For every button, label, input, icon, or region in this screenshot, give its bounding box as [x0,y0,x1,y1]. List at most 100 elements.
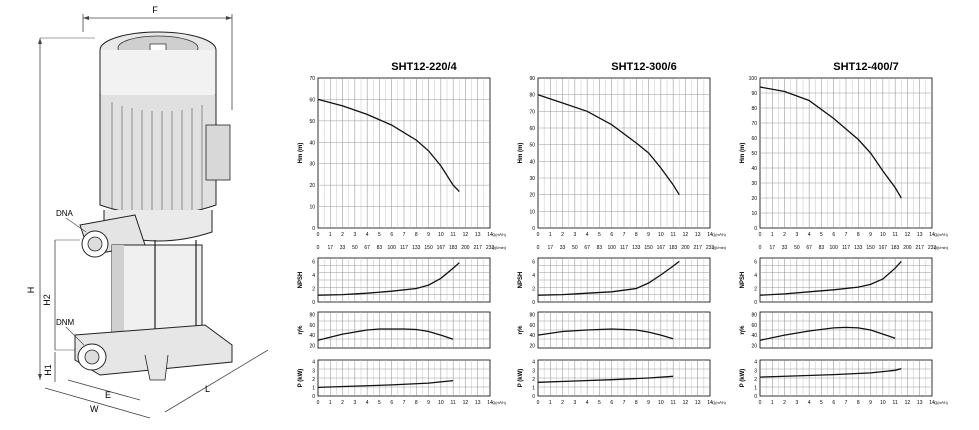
x-tick-label: 0 [759,232,762,238]
y-tick-label: 2 [532,286,535,292]
head-axis-label: Hm (m) [740,143,746,164]
y-tick-label: 0 [754,226,757,232]
x-tick-label: 3 [353,232,356,238]
x-tick-label: 8 [415,232,418,238]
dim-label-e: E [105,390,111,400]
head-curve [537,94,680,196]
dimension-l: L [164,349,269,413]
x-tick-label-lmin: 0 [537,245,540,251]
x-tick-label-lmin: 133 [854,245,863,251]
x-tick-label-lmin: 183 [891,245,900,251]
x-tick-label-lmin: 150 [424,245,433,251]
x-tick-label-lmin: 217 [694,245,703,251]
x-tick-label: 7 [845,232,848,238]
x-tick-label: 4 [808,232,811,238]
x-tick-label-lmin: 17 [328,245,334,251]
x-tick-label: 14 [487,400,493,406]
y-tick-label: 10 [529,209,535,215]
x-tick-label: 11 [451,232,456,238]
x-tick-label-lmin: 33 [340,245,346,251]
y-tick-label: 0 [312,300,315,306]
eff-curve [537,328,674,340]
y-tick-label: 6 [532,259,535,265]
x-tick-label: 4 [808,400,811,406]
y-tick-label: 40 [529,159,535,165]
x-tick-label: 6 [390,400,393,406]
x-tick-label-lmin: 183 [449,245,458,251]
dim-label-h1: H1 [43,364,53,376]
x-axis-label: Q(m³/h) [934,400,948,405]
y-tick-label: 2 [754,286,757,292]
x-tick-label: 9 [647,400,650,406]
y-tick-label: 60 [529,126,535,132]
y-tick-label: 6 [312,259,315,265]
eff-curve [317,328,454,341]
y-tick-label: 50 [751,151,757,157]
x-tick-label-lmin: 200 [461,245,470,251]
y-tick-label: 30 [309,162,315,168]
x-tick-label: 5 [378,400,381,406]
dimension-w: W [44,387,151,419]
x-tick-label-lmin: 100 [830,245,839,251]
y-tick-label: 3 [312,368,315,374]
x-tick-label-lmin: 50 [352,245,358,251]
x-tick-label: 4 [366,232,369,238]
x-tick-label: 6 [390,232,393,238]
eff-panel: 20 40 60 80 η% [740,311,933,349]
x-tick-label: 4 [366,400,369,406]
eff-axis-label: η% [740,325,746,335]
y-tick-label: 80 [529,93,535,99]
npsh-curve [759,260,902,296]
dimension-h2: H2 [42,239,80,351]
x-tick-label: 0 [537,400,540,406]
x-tick-label: 5 [598,232,601,238]
x-tick-label: 11 [451,400,456,406]
eff-axis-label: η% [518,325,524,335]
x-tick-label: 1 [771,232,774,238]
npsh-panel: 0 2 4 6 NPSH [298,257,491,306]
x-tick-label: 10 [880,232,886,238]
x-tick-label-lmin: 167 [437,245,446,251]
y-tick-label: 1 [532,385,535,391]
x-tick-label: 10 [880,400,886,406]
y-tick-label: 80 [309,313,315,319]
y-tick-label: 40 [529,333,535,339]
y-tick-label: 0 [532,394,535,400]
power-axis-label: P (kW) [518,369,524,388]
eff-axis-label: η% [298,325,304,335]
npsh-panel: 0 2 4 6 NPSH [740,257,933,306]
dim-label-w: W [90,404,99,414]
y-tick-label: 20 [751,196,757,202]
x-tick-label: 2 [341,232,344,238]
x-tick-label: 11 [671,400,676,406]
x-tick-label: 14 [929,400,935,406]
y-tick-label: 70 [751,121,757,127]
x-tick-label: 8 [415,400,418,406]
y-tick-label: 60 [751,323,757,329]
x-tick-label: 0 [317,232,320,238]
x-tick-label: 11 [893,232,898,238]
npsh-panel: 0 2 4 6 NPSH [518,257,711,306]
x-tick-label-lmin: 67 [806,245,812,251]
x-axis-label-lmin: Q(l/min) [712,245,727,250]
y-tick-label: 60 [309,97,315,103]
y-tick-label: 4 [754,360,757,366]
y-tick-label: 4 [754,273,757,279]
x-tick-label: 3 [795,232,798,238]
x-tick-label-lmin: 50 [794,245,800,251]
x-tick-label: 7 [845,400,848,406]
y-tick-label: 0 [532,300,535,306]
x-tick-label-lmin: 167 [879,245,888,251]
label-dnm: DNM [56,318,75,327]
x-tick-label: 3 [573,232,576,238]
y-tick-label: 0 [754,394,757,400]
y-tick-label: 0 [312,394,315,400]
y-tick-label: 60 [751,136,757,142]
x-tick-label-lmin: 183 [669,245,678,251]
y-tick-label: 40 [309,333,315,339]
y-tick-label: 50 [309,119,315,125]
eff-panel: 20 40 60 80 η% [518,311,711,349]
x-tick-label-lmin: 0 [317,245,320,251]
y-tick-label: 2 [312,286,315,292]
